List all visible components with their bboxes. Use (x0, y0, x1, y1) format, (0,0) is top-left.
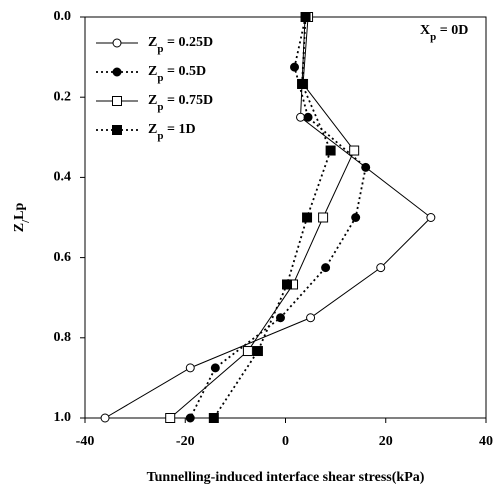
marker (185, 413, 195, 423)
y-axis-title: Z/Lp (12, 203, 31, 233)
marker (208, 413, 219, 423)
y-tick-label: 0.2 (54, 89, 72, 104)
x-tick-label: -40 (76, 434, 95, 449)
marker (282, 279, 293, 290)
series-line (189, 16, 367, 419)
marker (242, 346, 253, 357)
legend-label: Zp = 1D (148, 122, 196, 141)
legend-marker (112, 96, 122, 106)
marker (302, 212, 313, 223)
y-tick-label: 0.4 (54, 170, 72, 185)
marker (185, 363, 195, 373)
marker (351, 213, 361, 222)
x-tick-label: 40 (479, 434, 493, 449)
y-tick-label: 1.0 (54, 410, 72, 425)
marker (210, 363, 220, 373)
legend-marker (112, 38, 122, 48)
x-tick-label: 20 (379, 434, 393, 449)
marker (349, 145, 360, 156)
marker (296, 112, 306, 122)
x-tick-label: 0 (282, 434, 289, 449)
marker (325, 145, 336, 156)
marker (100, 413, 110, 423)
marker (376, 263, 386, 273)
marker (306, 313, 316, 323)
plot-frame (84, 16, 487, 419)
marker (300, 12, 311, 22)
marker (275, 313, 285, 323)
x-tick-label: -20 (176, 434, 195, 449)
legend-label: Zp = 0.75D (148, 93, 213, 112)
marker (165, 413, 176, 423)
marker (290, 62, 300, 72)
marker (297, 78, 308, 89)
legend-marker (112, 67, 122, 77)
marker (361, 162, 371, 172)
y-tick-label: 0.0 (54, 9, 72, 24)
y-tick-label: 0.6 (54, 250, 72, 265)
y-tick-label: 0.8 (54, 330, 72, 345)
marker (303, 112, 313, 122)
legend-marker (112, 125, 122, 135)
marker (321, 263, 331, 273)
legend-label: Zp = 0.25D (148, 35, 213, 54)
marker (318, 212, 329, 223)
marker (426, 213, 436, 222)
annotation: Xp = 0D (420, 23, 468, 42)
marker (252, 346, 263, 357)
x-axis-title: Tunnelling-induced interface shear stres… (147, 470, 425, 485)
series-line (213, 16, 332, 419)
legend-label: Zp = 0.5D (148, 64, 206, 83)
